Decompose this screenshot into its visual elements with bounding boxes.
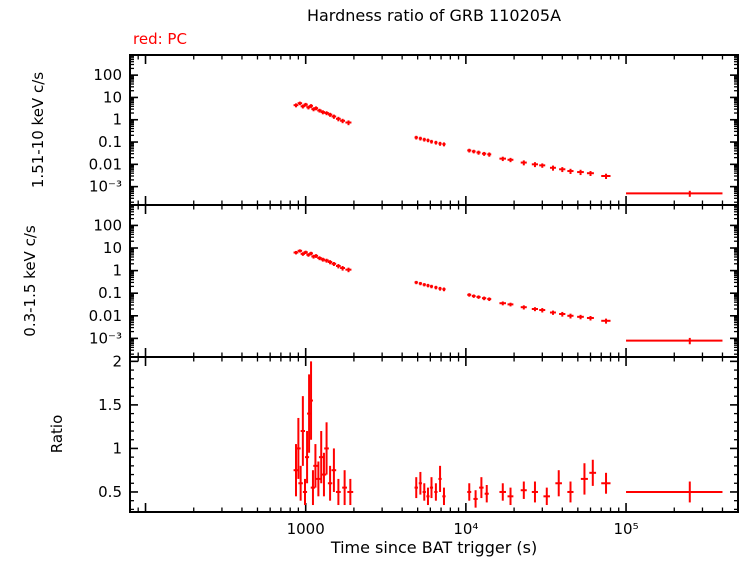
panel-hard-band: 100 10 1 0.1 0.01 10⁻³ [89, 54, 739, 206]
svg-text:1: 1 [112, 439, 122, 457]
data-points-ratio [293, 361, 723, 508]
svg-text:10⁻³: 10⁻³ [89, 178, 122, 196]
x-axis-tick-labels: 1000 10⁴ 10⁵ [287, 520, 639, 538]
svg-text:10⁵: 10⁵ [613, 520, 638, 538]
chart-title: Hardness ratio of GRB 110205A [306, 6, 562, 25]
mode-legend-red-pc: red: PC [133, 30, 187, 48]
svg-text:10: 10 [103, 88, 122, 106]
svg-text:0.01: 0.01 [89, 155, 122, 173]
svg-text:1: 1 [112, 111, 122, 129]
panel-ratio: 2 1.5 1 0.5 [98, 352, 739, 513]
svg-text:1: 1 [112, 262, 122, 280]
svg-text:10: 10 [103, 239, 122, 257]
svg-text:0.1: 0.1 [98, 133, 122, 151]
svg-text:100: 100 [93, 66, 122, 84]
svg-text:1.5: 1.5 [98, 396, 122, 414]
svg-text:0.1: 0.1 [98, 284, 122, 302]
data-points-hard-band [293, 101, 723, 197]
x-axis-label: Time since BAT trigger (s) [330, 538, 538, 557]
svg-text:10⁻³: 10⁻³ [89, 329, 122, 347]
svg-text:0.01: 0.01 [89, 307, 122, 325]
data-points-soft-band [293, 249, 723, 345]
svg-text:0.5: 0.5 [98, 483, 122, 501]
svg-text:10⁴: 10⁴ [453, 520, 478, 538]
svg-text:100: 100 [93, 216, 122, 234]
panel-soft-band: 100 10 1 0.1 0.01 10⁻³ [89, 204, 739, 358]
svg-text:1000: 1000 [287, 520, 325, 538]
svg-text:2: 2 [112, 352, 122, 370]
